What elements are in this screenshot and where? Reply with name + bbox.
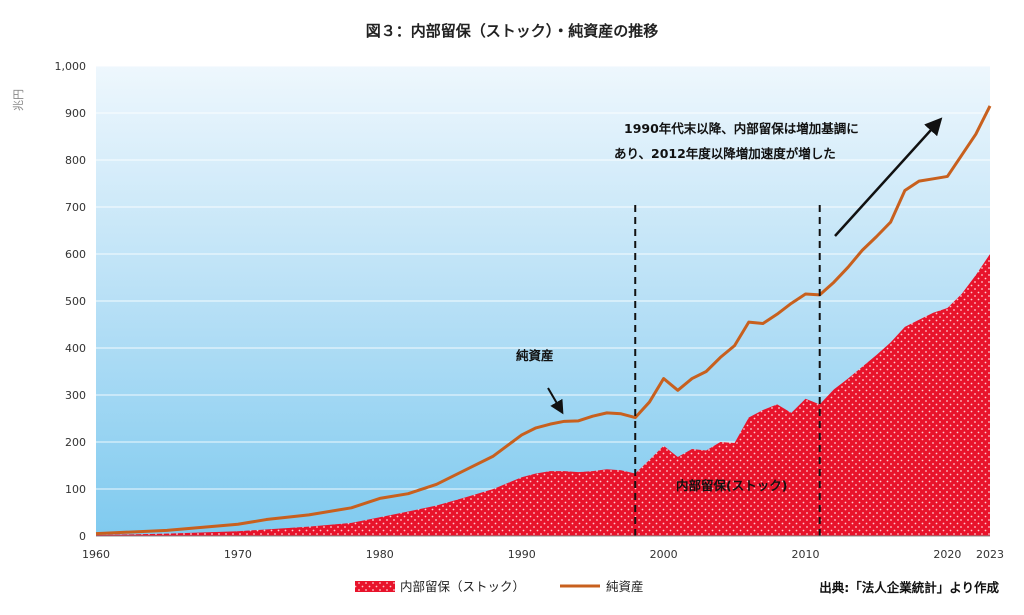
x-tick-label: 2000 (650, 548, 678, 561)
x-tick-label: 2020 (933, 548, 961, 561)
y-tick-label: 300 (65, 389, 86, 402)
x-axis-ticks: 1960 1970 1980 1990 2000 2010 2020 2023 (82, 548, 1004, 561)
y-tick-label: 1,000 (55, 60, 87, 73)
series-area-retained-earnings (96, 254, 990, 536)
y-tick-label: 800 (65, 154, 86, 167)
y-tick-label: 400 (65, 342, 86, 355)
legend: 内部留保（ストック） 純資産 (355, 579, 644, 594)
x-tick-label: 1960 (82, 548, 110, 561)
y-tick-label: 200 (65, 436, 86, 449)
y-tick-label: 900 (65, 107, 86, 120)
legend-swatch-retained (355, 581, 395, 592)
y-tick-label: 100 (65, 483, 86, 496)
y-tick-label: 600 (65, 248, 86, 261)
y-axis-label: 兆円 (12, 89, 25, 111)
annotation-net-assets: 純資産 (516, 348, 554, 363)
x-tick-label: 1980 (366, 548, 394, 561)
annotation-trend-arrow (834, 117, 943, 237)
y-tick-label: 0 (79, 530, 86, 543)
x-tick-label: 2023 (976, 548, 1004, 561)
annotation-net-assets-arrow (547, 387, 564, 415)
gridlines (96, 65, 990, 490)
x-tick-label: 2010 (792, 548, 820, 561)
x-tick-label: 1990 (508, 548, 536, 561)
legend-label-net-assets: 純資産 (606, 579, 644, 594)
annotation-retained-label: 内部留保(ストック) (676, 478, 787, 493)
chart-title: 図３：内部留保（ストック）・純資産の推移 (366, 22, 659, 40)
legend-label-retained: 内部留保（ストック） (400, 579, 525, 594)
series-line-net-assets (95, 105, 992, 536)
source-note: 出典:「法人企業統計」より作成 (819, 580, 999, 595)
annotation-trend-line1: 1990年代末以降、内部留保は増加基調に (624, 121, 859, 136)
x-tick-label: 1970 (224, 548, 252, 561)
y-tick-label: 700 (65, 201, 86, 214)
y-tick-label: 500 (65, 295, 86, 308)
annotation-trend-line2: あり、2012年度以降増加速度が増した (614, 146, 836, 161)
y-axis-ticks: 0 100 200 300 400 500 600 700 800 900 1,000 (55, 60, 87, 543)
